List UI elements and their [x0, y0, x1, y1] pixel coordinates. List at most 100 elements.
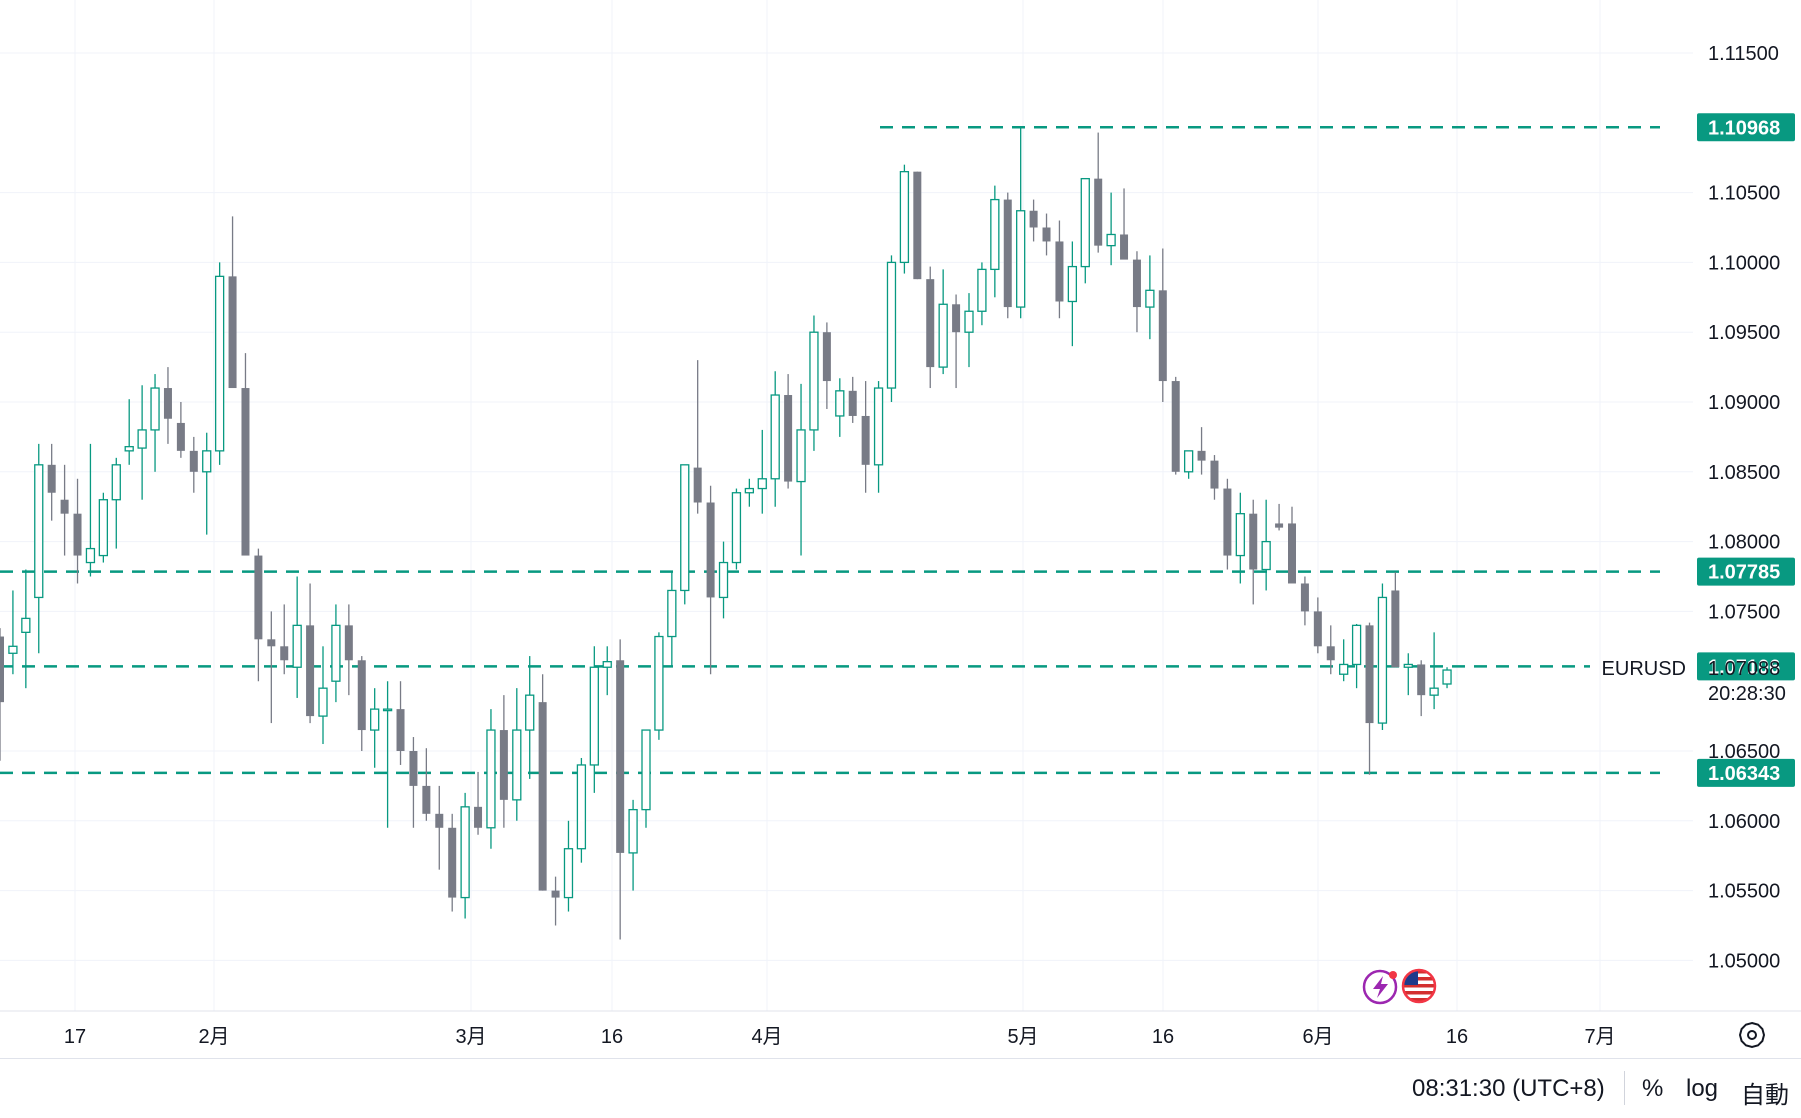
- candle: [899, 164, 910, 274]
- candle: [784, 374, 793, 489]
- candle: [460, 792, 470, 919]
- candle: [602, 646, 612, 696]
- candle: [1016, 128, 1026, 319]
- clock-timezone[interactable]: 08:31:30 (UTC+8): [1412, 1075, 1605, 1102]
- x-tick-label: 16: [1152, 1026, 1174, 1048]
- candle: [357, 656, 366, 751]
- candle: [241, 353, 250, 556]
- candle: [886, 255, 897, 402]
- candle: [809, 315, 819, 451]
- price-label-text: 1.06343: [1708, 763, 1780, 785]
- x-tick-label: 7月: [1584, 1026, 1615, 1048]
- price-label-tag: 1.07106: [1697, 652, 1795, 681]
- candle: [667, 572, 677, 668]
- candle: [60, 464, 69, 556]
- gear-icon[interactable]: [1738, 1021, 1766, 1049]
- candle: [1197, 427, 1206, 475]
- candle: [1288, 506, 1296, 584]
- candle: [873, 381, 884, 493]
- candle: [1261, 499, 1271, 591]
- chart-canvas[interactable]: 1.11500 1.10500 1.10000 1.09500 1.09000 1.085…: [0, 0, 1801, 1058]
- y-tick-label: 1.05500: [1708, 881, 1780, 903]
- candle: [525, 656, 535, 779]
- candle: [73, 478, 82, 584]
- y-tick-label: 1.08500: [1708, 462, 1780, 484]
- candle: [214, 262, 225, 465]
- candle: [228, 216, 237, 389]
- candle: [938, 269, 948, 375]
- y-tick-label: 1.11500: [1708, 43, 1779, 65]
- candle: [163, 367, 172, 444]
- candle: [21, 569, 31, 689]
- price-label-tag: 1.06343: [1697, 758, 1795, 787]
- candle: [1120, 188, 1129, 260]
- x-tick-label: 16: [601, 1026, 623, 1048]
- candle: [1223, 478, 1232, 570]
- candle: [926, 266, 935, 389]
- y-tick-label: 1.09000: [1708, 392, 1780, 414]
- price-label-text: 1.10968: [1708, 117, 1780, 139]
- candle: [202, 432, 212, 535]
- candle: [1029, 199, 1038, 242]
- candle: [254, 548, 263, 682]
- candle: [1235, 492, 1245, 584]
- time-axis[interactable]: 17 2月 3月 16 4月 5月 16 6月 16 7月: [0, 1010, 1801, 1048]
- candle: [306, 583, 315, 724]
- price-labels: 1.10968 1.07785 1.07106 1.06343: [1697, 113, 1795, 787]
- price-axis[interactable]: 1.11500 1.10500 1.10000 1.09500 1.09000 1.085…: [1708, 43, 1780, 972]
- log-toggle[interactable]: log: [1686, 1075, 1719, 1102]
- us-flag-icon[interactable]: [1401, 968, 1437, 1004]
- candle: [292, 576, 302, 698]
- candle: [499, 695, 508, 828]
- candle: [706, 485, 715, 675]
- candle: [1275, 503, 1284, 531]
- candle: [1171, 376, 1180, 475]
- candle: [1442, 667, 1452, 689]
- y-tick-label: 1.06000: [1708, 811, 1780, 833]
- candle: [1158, 248, 1167, 402]
- symbol-label: EURUSD: [1602, 658, 1686, 680]
- last-price-value: 1.07088: [1708, 658, 1780, 680]
- auto-scale-toggle[interactable]: 自動: [1741, 1082, 1789, 1109]
- candle: [1326, 625, 1335, 675]
- candle: [124, 399, 134, 465]
- candle: [1300, 576, 1309, 626]
- last-price-group: EURUSD 1.07088 20:28:30: [1602, 658, 1786, 705]
- candle: [1003, 192, 1012, 319]
- candle: [616, 639, 625, 940]
- candle: [422, 748, 431, 821]
- candle: [435, 785, 444, 870]
- candle: [1042, 213, 1051, 256]
- candle: [835, 378, 845, 437]
- percent-toggle[interactable]: %: [1642, 1075, 1664, 1102]
- candle: [1249, 499, 1258, 605]
- candle: [861, 381, 870, 493]
- status-divider: [1624, 1071, 1625, 1105]
- candle: [744, 478, 755, 507]
- y-tick-label: 1.05000: [1708, 950, 1780, 972]
- candle: [1067, 241, 1078, 347]
- candle: [822, 322, 831, 409]
- candle: [486, 709, 496, 849]
- candles: [0, 128, 1452, 940]
- chart-grid: [0, 0, 1693, 1011]
- y-tick-label: 1.06500: [1708, 741, 1780, 763]
- candle: [1339, 639, 1349, 682]
- lightning-icon[interactable]: [1362, 969, 1398, 1005]
- candle: [396, 681, 405, 765]
- candle: [731, 488, 742, 570]
- candle: [1429, 632, 1439, 710]
- x-tick-label: 4月: [751, 1026, 782, 1048]
- horizontal-lines[interactable]: [0, 126, 1660, 775]
- candle: [1351, 623, 1362, 689]
- candle: [474, 771, 483, 835]
- candle: [318, 646, 328, 745]
- x-tick-label: 2月: [198, 1026, 229, 1048]
- price-label-text: 1.07785: [1708, 562, 1780, 584]
- price-label-tag: 1.10968: [1697, 113, 1795, 142]
- candle: [111, 457, 121, 549]
- event-badges[interactable]: [1362, 968, 1437, 1005]
- candle: [47, 443, 56, 521]
- y-tick-label: 1.08000: [1708, 532, 1780, 554]
- candle: [589, 646, 599, 793]
